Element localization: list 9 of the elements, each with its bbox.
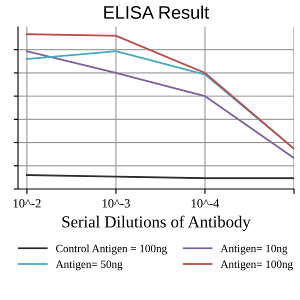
x-tick-label: 10^-2 — [14, 199, 41, 208]
x-axis-title: Serial Dilutions of Antibody — [62, 216, 251, 231]
legend-label: Antigen= 10ng — [220, 244, 288, 255]
legend-label: Antigen= 100ng — [220, 260, 293, 270]
legend-label: Control Antigen = 100ng — [56, 244, 167, 255]
legend-label: Antigen= 50ng — [56, 260, 122, 270]
chart-title: ELISA Result — [104, 6, 210, 19]
x-tick-label: 10^-4 — [192, 199, 220, 208]
x-tick-label: 10^-3 — [102, 199, 130, 208]
